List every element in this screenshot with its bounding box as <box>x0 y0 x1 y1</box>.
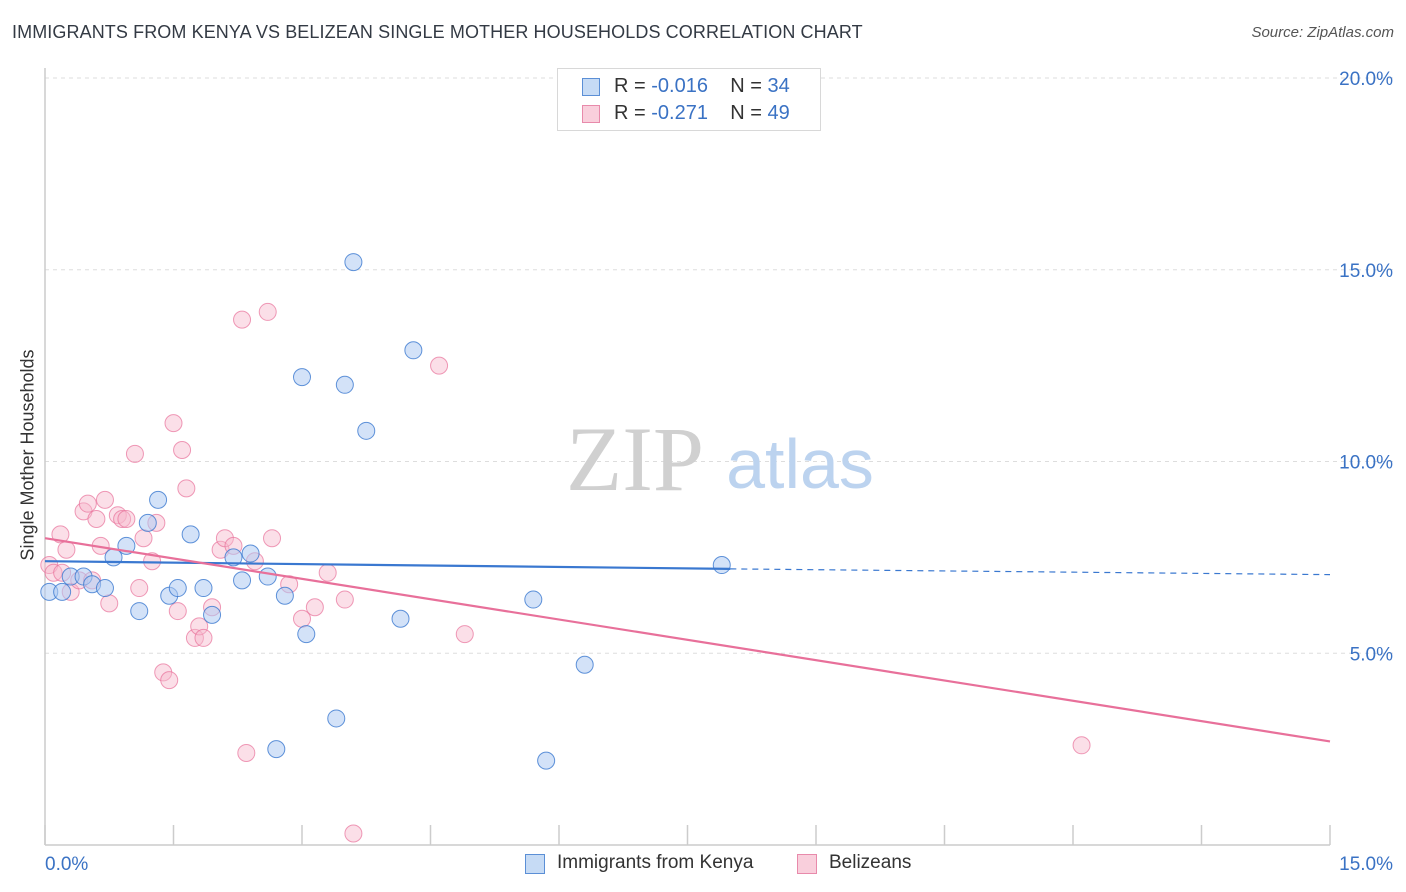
belizeans-point <box>258 302 277 321</box>
kenya-point <box>275 586 294 605</box>
kenya-point <box>712 556 731 575</box>
legend-n-value: 34 <box>767 75 790 97</box>
legend-n-value: 49 <box>767 102 790 124</box>
belizeans-point <box>51 525 70 544</box>
kenya-point <box>575 655 594 674</box>
belizeans-point <box>125 444 144 463</box>
belizeans-point <box>130 579 149 598</box>
belizeans-point <box>335 590 354 609</box>
belizeans-point <box>455 625 474 644</box>
kenya-trend-extension <box>730 568 1331 576</box>
belizeans-point <box>263 529 282 548</box>
belizeans-point <box>95 490 114 509</box>
tick-labels: 5.0% 10.0% 15.0% 20.0% 0.0% 15.0% <box>45 69 1393 875</box>
kenya-point <box>391 609 410 628</box>
chart-title: IMMIGRANTS FROM KENYA VS BELIZEAN SINGLE… <box>12 22 863 42</box>
belizeans-point <box>233 310 252 329</box>
bottom-swatch-pink <box>797 854 817 874</box>
kenya-point <box>224 548 243 567</box>
belizeans-point <box>344 824 363 843</box>
belizeans-point <box>87 510 106 529</box>
kenya-point <box>258 567 277 586</box>
kenya-point <box>267 740 286 759</box>
kenya-point <box>293 368 311 387</box>
kenya-points <box>40 253 731 770</box>
belizeans-point <box>168 602 187 621</box>
belizeans-point <box>430 356 449 375</box>
kenya-point <box>181 525 200 544</box>
kenya-point <box>524 590 543 609</box>
kenya-point <box>149 490 168 509</box>
belizeans-point <box>164 414 183 433</box>
belizeans-point <box>113 510 132 529</box>
belizeans-point <box>305 598 324 617</box>
legend-swatch-pink <box>582 105 600 123</box>
x-tick-label: 0.0% <box>45 854 88 875</box>
belizeans-trend-line <box>44 537 1331 743</box>
watermark-atlas: atlas <box>726 425 874 503</box>
legend-n-label: N = <box>730 102 762 124</box>
kenya-point <box>203 605 222 624</box>
belizeans-points <box>40 302 1091 843</box>
belizeans-point <box>134 529 153 548</box>
belizeans-point <box>1072 736 1091 755</box>
legend-r-label: R = <box>614 75 646 97</box>
kenya-point <box>53 582 72 601</box>
kenya-point <box>233 571 252 590</box>
bottom-swatch-blue <box>525 854 545 874</box>
kenya-point <box>95 579 114 598</box>
belizeans-point <box>143 552 162 571</box>
kenya-point <box>194 579 213 598</box>
belizeans-point <box>117 510 136 529</box>
watermark: ZIP atlas <box>566 408 874 510</box>
belizeans-point <box>194 628 213 647</box>
kenya-point <box>130 602 149 621</box>
legend-n-label: N = <box>730 75 762 97</box>
belizeans-point <box>100 594 119 613</box>
kenya-point <box>241 544 260 563</box>
stats-legend: R = -0.016 N = 34 R = -0.271 N = 49 <box>557 68 821 131</box>
watermark-zip: ZIP <box>566 408 704 510</box>
legend-r-value: -0.271 <box>651 102 708 124</box>
source-label: Source: ZipAtlas.com <box>1251 24 1394 41</box>
legend-r-label: R = <box>614 102 646 124</box>
y-axis-label: Single Mother Households <box>17 349 38 561</box>
y-tick-label: 5.0% <box>1350 644 1393 665</box>
belizeans-point <box>237 743 256 762</box>
belizeans-point <box>160 671 179 690</box>
legend-r-value: -0.016 <box>651 75 708 97</box>
kenya-point <box>357 421 376 440</box>
belizeans-point <box>57 540 76 559</box>
belizeans-point <box>173 440 192 459</box>
y-tick-label: 10.0% <box>1339 453 1393 474</box>
kenya-point <box>138 513 157 532</box>
belizeans-point <box>318 563 337 582</box>
belizeans-point <box>177 479 196 498</box>
belizeans-point <box>78 494 97 513</box>
trend-lines <box>44 537 1331 743</box>
axes <box>44 68 1331 846</box>
kenya-point <box>297 625 316 644</box>
bottom-legend-label: Immigrants from Kenya <box>557 852 754 873</box>
y-tick-label: 20.0% <box>1339 69 1393 90</box>
kenya-trend-line <box>44 560 731 570</box>
y-tick-label: 15.0% <box>1339 261 1393 282</box>
kenya-point <box>335 375 354 394</box>
kenya-point <box>327 709 346 728</box>
kenya-point <box>168 579 187 598</box>
legend-swatch-blue <box>582 78 600 96</box>
kenya-point <box>537 751 556 770</box>
kenya-point <box>344 253 363 272</box>
x-tick-label: 15.0% <box>1339 854 1393 875</box>
bottom-legend-label: Belizeans <box>829 852 912 873</box>
kenya-point <box>404 341 423 360</box>
belizeans-point <box>190 617 209 636</box>
